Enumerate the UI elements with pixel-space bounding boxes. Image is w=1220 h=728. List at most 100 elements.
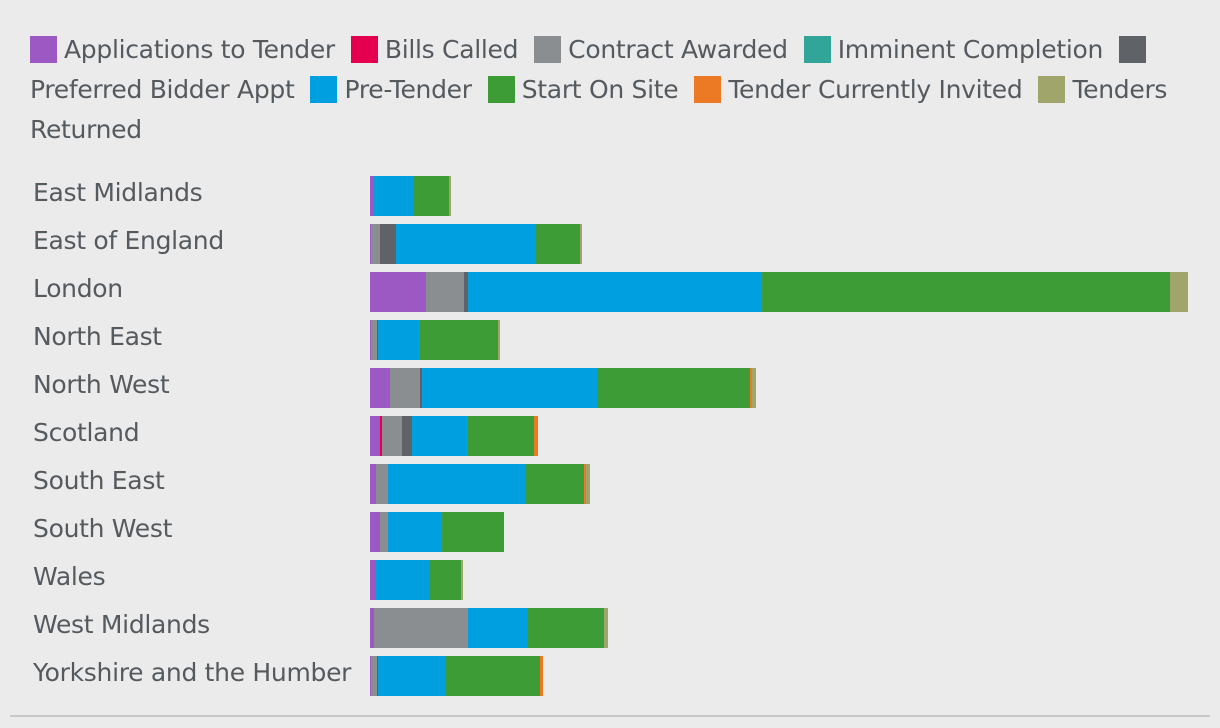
bar-segment-south-west-start-on-site[interactable] [442, 512, 504, 552]
bar-segment-south-east-tender-currently-invited[interactable] [584, 464, 586, 504]
bar-segment-south-east-pre-tender[interactable] [388, 464, 526, 504]
bar-segment-east-midlands-start-on-site[interactable] [413, 176, 449, 216]
category-label-west-midlands: West Midlands [33, 610, 210, 639]
bar-segment-scotland-start-on-site[interactable] [468, 416, 534, 456]
bar-segment-north-east-start-on-site[interactable] [420, 320, 498, 360]
bar-segment-west-midlands-tenders-returned[interactable] [604, 608, 608, 648]
bar-segment-east-midlands-tenders-returned[interactable] [449, 176, 451, 216]
legend-item-applications-to-tender[interactable]: Applications to Tender [30, 35, 335, 64]
legend-item-pre-tender[interactable]: Pre-Tender [310, 75, 472, 104]
bar-segment-yorkshire-and-the-humber-applications-to-tender[interactable] [370, 656, 371, 696]
legend-swatch [803, 36, 831, 63]
bar-segment-south-east-tenders-returned[interactable] [586, 464, 590, 504]
bar-segment-scotland-tender-currently-invited[interactable] [534, 416, 538, 456]
bar-segment-yorkshire-and-the-humber-start-on-site[interactable] [446, 656, 540, 696]
bar-segment-london-tenders-returned[interactable] [1170, 272, 1188, 312]
legend-item-start-on-site[interactable]: Start On Site [487, 75, 679, 104]
bar-segment-north-west-pre-tender[interactable] [422, 368, 598, 408]
category-label-south-east: South East [33, 466, 165, 495]
bar-segment-london-pre-tender[interactable] [468, 272, 762, 312]
bar-segment-london-preferred-bidder-appt[interactable] [464, 272, 468, 312]
bar-segment-wales-start-on-site[interactable] [429, 560, 461, 600]
bar-segment-south-east-applications-to-tender[interactable] [370, 464, 376, 504]
bar-segment-london-contract-awarded[interactable] [426, 272, 464, 312]
bar-segment-north-east-contract-awarded[interactable] [371, 320, 377, 360]
legend-swatch [1119, 36, 1147, 63]
bar-segment-yorkshire-and-the-humber-preferred-bidder-appt[interactable] [377, 656, 378, 696]
legend-label: Pre-Tender [344, 75, 472, 104]
category-label-east-of-england: East of England [33, 226, 224, 255]
legend-item-bills-called[interactable]: Bills Called [350, 35, 519, 64]
bar-segment-south-east-start-on-site[interactable] [526, 464, 584, 504]
bar-segment-east-of-england-tenders-returned[interactable] [580, 224, 582, 264]
bar-segment-east-of-england-applications-to-tender[interactable] [370, 224, 371, 264]
bar-segment-scotland-contract-awarded[interactable] [382, 416, 402, 456]
bar-segment-east-midlands-pre-tender[interactable] [373, 176, 413, 216]
bar-segment-east-of-england-preferred-bidder-appt[interactable] [380, 224, 396, 264]
legend-item-tenders-returned[interactable]: Tenders Returned [30, 75, 1167, 144]
bar-segment-east-of-england-start-on-site[interactable] [536, 224, 580, 264]
bar-segment-west-midlands-start-on-site[interactable] [528, 608, 604, 648]
legend-label: Tenders Returned [30, 75, 1168, 144]
bar-segment-scotland-applications-to-tender[interactable] [370, 416, 380, 456]
bar-segment-wales-applications-to-tender[interactable] [370, 560, 375, 600]
legend-item-contract-awarded[interactable]: Contract Awarded [534, 35, 788, 64]
legend-label: Applications to Tender [64, 35, 335, 64]
bar-segment-west-midlands-pre-tender[interactable] [468, 608, 528, 648]
legend-label: Contract Awarded [568, 35, 788, 64]
bar-segment-london-applications-to-tender[interactable] [370, 272, 426, 312]
legend-swatch [694, 76, 722, 103]
bar-segment-north-west-tender-currently-invited[interactable] [750, 368, 752, 408]
bar-segment-east-of-england-contract-awarded[interactable] [371, 224, 380, 264]
category-label-south-west: South West [33, 514, 173, 543]
bar-segment-yorkshire-and-the-humber-contract-awarded[interactable] [371, 656, 377, 696]
bar-segment-north-west-applications-to-tender[interactable] [370, 368, 390, 408]
bar-segment-north-west-start-on-site[interactable] [598, 368, 750, 408]
bar-segment-north-east-tenders-returned[interactable] [498, 320, 500, 360]
legend-swatch [310, 76, 338, 103]
bar-segment-south-west-applications-to-tender[interactable] [370, 512, 380, 552]
legend-label: Preferred Bidder Appt [30, 75, 295, 104]
category-label-east-midlands: East Midlands [33, 178, 203, 207]
legend-label: Start On Site [521, 75, 679, 104]
bar-segment-yorkshire-and-the-humber-pre-tender[interactable] [378, 656, 446, 696]
legend-swatch [350, 36, 378, 63]
bar-segment-scotland-preferred-bidder-appt[interactable] [402, 416, 412, 456]
bar-segment-north-west-tenders-returned[interactable] [752, 368, 756, 408]
category-label-scotland: Scotland [33, 418, 140, 447]
bar-segment-south-west-pre-tender[interactable] [388, 512, 442, 552]
category-label-wales: Wales [33, 562, 106, 591]
legend-label: Imminent Completion [837, 35, 1104, 64]
bar-segment-south-west-contract-awarded[interactable] [380, 512, 388, 552]
legend-item-tender-currently-invited[interactable]: Tender Currently Invited [694, 75, 1023, 104]
bar-segment-scotland-bills-called[interactable] [380, 416, 382, 456]
category-label-london: London [33, 274, 123, 303]
bar-segment-north-west-contract-awarded[interactable] [390, 368, 420, 408]
legend-label: Bills Called [384, 35, 519, 64]
legend-swatch [1038, 76, 1066, 103]
legend-item-preferred-bidder-appt[interactable]: Preferred Bidder Appt [30, 35, 1153, 104]
bottom-divider [10, 715, 1210, 717]
category-label-north-east: North East [33, 322, 162, 351]
bar-segment-wales-pre-tender[interactable] [375, 560, 429, 600]
bar-segment-north-east-preferred-bidder-appt[interactable] [377, 320, 378, 360]
bar-segment-west-midlands-applications-to-tender[interactable] [370, 608, 374, 648]
bar-segment-london-start-on-site[interactable] [762, 272, 1170, 312]
bar-segment-wales-tenders-returned[interactable] [461, 560, 463, 600]
bar-segment-north-east-pre-tender[interactable] [378, 320, 420, 360]
legend-swatch [30, 36, 57, 63]
bar-segment-east-of-england-pre-tender[interactable] [396, 224, 536, 264]
chart-legend: Applications to Tender Bills Called Contra… [30, 30, 1205, 150]
legend-swatch [487, 76, 515, 103]
category-label-north-west: North West [33, 370, 170, 399]
bar-segment-east-midlands-applications-to-tender[interactable] [370, 176, 373, 216]
bar-segment-north-west-preferred-bidder-appt[interactable] [420, 368, 422, 408]
legend-label: Tender Currently Invited [728, 75, 1023, 104]
bar-segment-scotland-pre-tender[interactable] [412, 416, 468, 456]
bar-segment-west-midlands-contract-awarded[interactable] [374, 608, 468, 648]
legend-item-imminent-completion[interactable]: Imminent Completion [803, 35, 1104, 64]
bar-segment-north-east-applications-to-tender[interactable] [370, 320, 371, 360]
bar-segment-yorkshire-and-the-humber-tender-currently-invited[interactable] [540, 656, 543, 696]
bar-segment-south-east-contract-awarded[interactable] [376, 464, 388, 504]
